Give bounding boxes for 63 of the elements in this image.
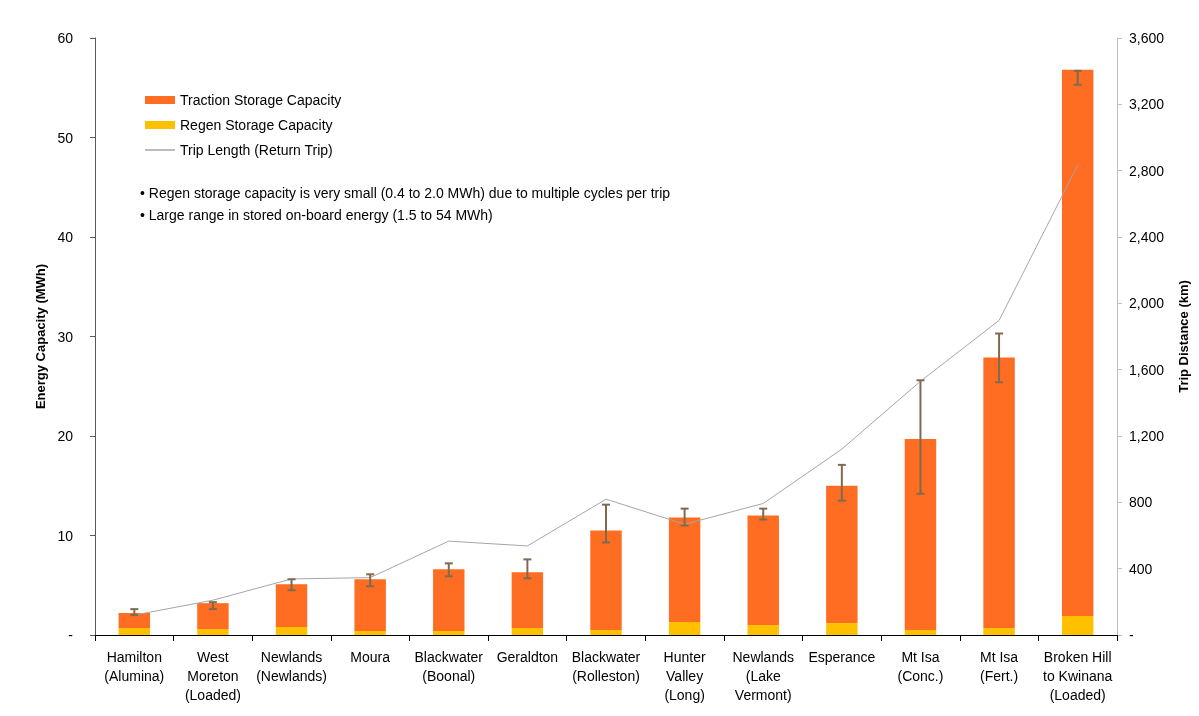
bar bbox=[354, 631, 386, 635]
x-tick-label: Geraldton bbox=[496, 648, 559, 665]
bar bbox=[590, 530, 622, 631]
y-tick-label: 40 bbox=[57, 229, 74, 245]
x-tick-label: Newlands (Lake Vermont) bbox=[732, 648, 794, 703]
bar bbox=[747, 625, 779, 635]
y-tick-label: - bbox=[68, 627, 74, 643]
x-tick-label: Blackwater (Rolleston) bbox=[571, 648, 641, 684]
bar bbox=[983, 357, 1015, 629]
bar bbox=[590, 630, 622, 635]
x-tick-label: Blackwater (Boonal) bbox=[414, 648, 484, 684]
bar bbox=[511, 628, 544, 635]
bar bbox=[747, 515, 779, 626]
bar bbox=[1061, 616, 1094, 635]
bar bbox=[904, 438, 937, 631]
y2-tick-label: 3,200 bbox=[1129, 96, 1165, 113]
bar bbox=[511, 572, 544, 629]
y-tick-label: 50 bbox=[57, 129, 74, 146]
x-tick-label: West Moreton (Loaded) bbox=[184, 648, 241, 703]
bar bbox=[118, 628, 151, 635]
y2-tick-label: 1,600 bbox=[1129, 361, 1165, 378]
annotation: • Regen storage capacity is very small (0.4 to 2.0 MWh) due to multiple cycles per trip bbox=[140, 185, 671, 201]
x-tick-label: Broken Hill to Kwinana (Loaded) bbox=[1043, 648, 1113, 703]
y-tick-label: 10 bbox=[57, 527, 74, 544]
x-tick-label: Mt Isa (Fert.) bbox=[980, 648, 1019, 684]
legend-label: Regen Storage Capacity bbox=[180, 117, 333, 133]
bar bbox=[983, 628, 1015, 635]
y-tick-label: 30 bbox=[57, 328, 74, 345]
bar bbox=[433, 569, 465, 632]
y2-axis-title: Trip Distance (km) bbox=[1176, 280, 1191, 393]
bar bbox=[354, 579, 386, 632]
x-tick-label: Hamilton (Alumina) bbox=[104, 648, 165, 684]
x-tick-label: Hunter Valley (Long) bbox=[663, 648, 706, 703]
bar bbox=[197, 629, 229, 635]
annotation: • Large range in stored on-board energy (1.5 to 54 MWh) bbox=[140, 207, 493, 223]
bar bbox=[433, 631, 465, 635]
bar bbox=[275, 627, 308, 635]
y2-tick-label: 3,600 bbox=[1129, 30, 1165, 46]
bar bbox=[668, 517, 701, 623]
bar bbox=[197, 603, 229, 630]
y2-tick-label: 2,000 bbox=[1129, 295, 1165, 312]
x-tick-label: Esperance bbox=[808, 648, 876, 665]
y-axis-title: Energy Capacity (MWh) bbox=[32, 263, 48, 410]
x-tick-label: Newlands (Newlands) bbox=[256, 648, 327, 684]
y-tick-label: 60 bbox=[57, 30, 74, 46]
bar bbox=[275, 584, 308, 628]
bar bbox=[668, 622, 701, 635]
y2-tick-label: 400 bbox=[1129, 560, 1153, 577]
y2-tick-label: 2,800 bbox=[1129, 162, 1165, 179]
bar bbox=[826, 485, 858, 624]
bar bbox=[118, 613, 151, 629]
x-tick-label: Moura bbox=[350, 648, 391, 665]
y-tick-label: 20 bbox=[57, 428, 74, 444]
bar bbox=[826, 623, 858, 635]
bar bbox=[1061, 69, 1094, 617]
x-tick-label: Mt Isa (Conc.) bbox=[897, 648, 944, 684]
bar bbox=[904, 630, 937, 635]
y2-tick-label: 1,200 bbox=[1129, 428, 1165, 444]
legend-label: Trip Length (Return Trip) bbox=[180, 142, 333, 158]
y2-tick-label: 800 bbox=[1129, 494, 1153, 511]
legend-label: Traction Storage Capacity bbox=[180, 92, 342, 108]
y2-tick-label: 2,400 bbox=[1129, 229, 1165, 245]
y2-tick-label: - bbox=[1129, 627, 1134, 643]
